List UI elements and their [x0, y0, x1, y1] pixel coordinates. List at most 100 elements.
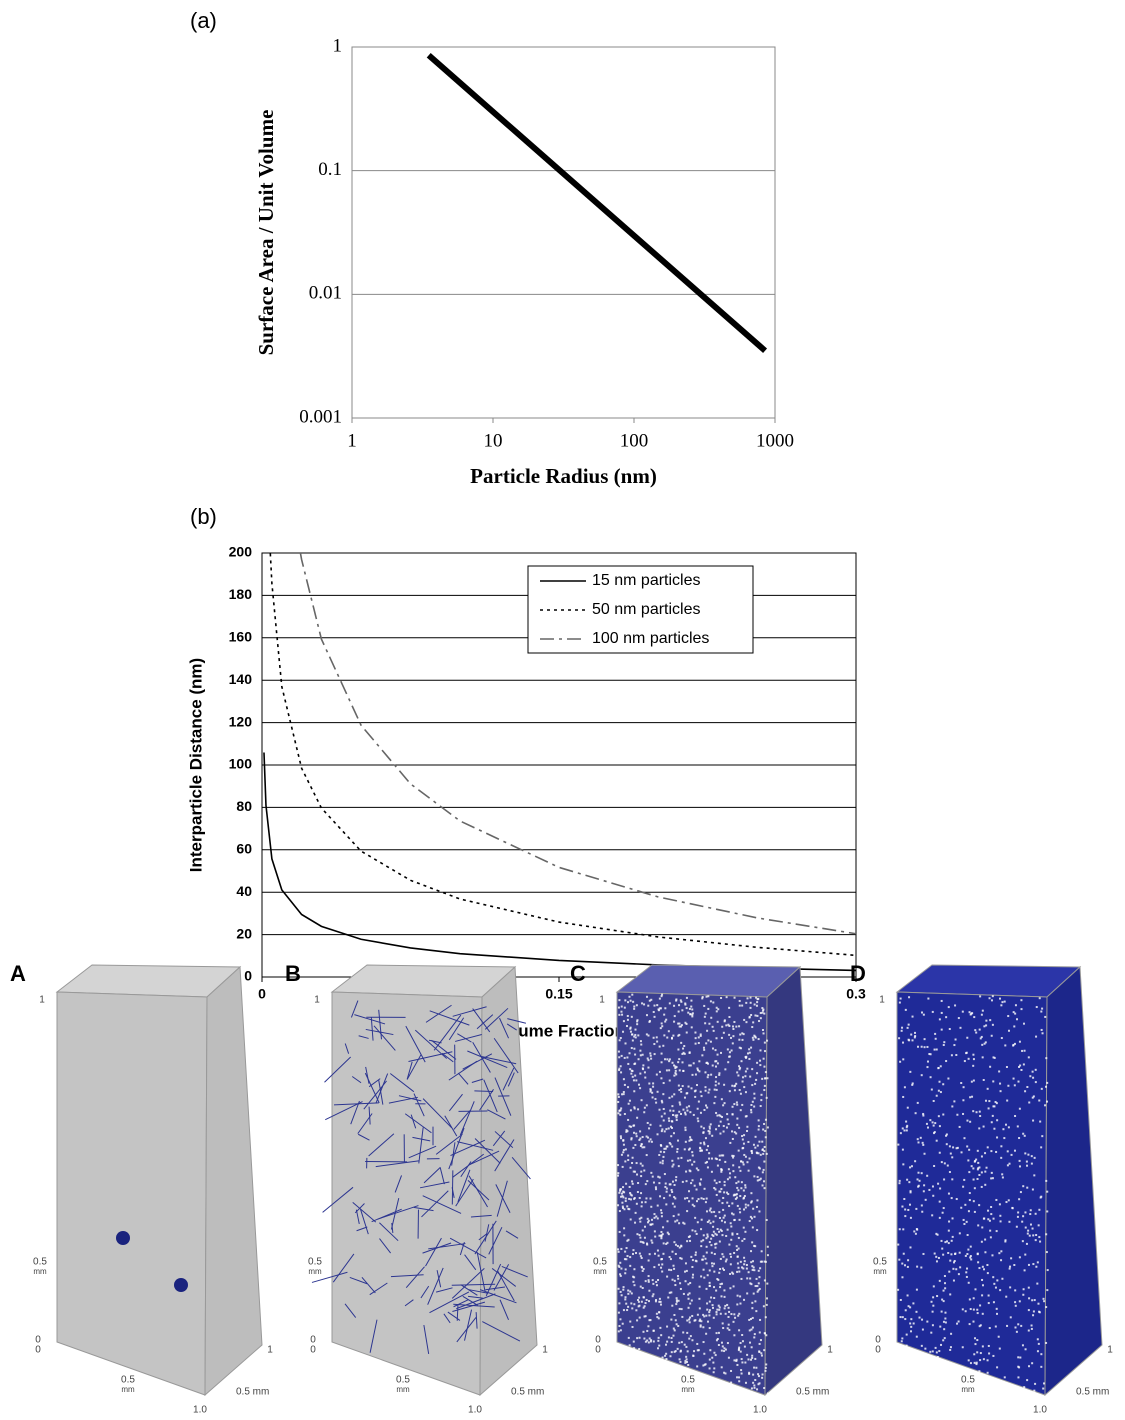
speck: [763, 1089, 766, 1092]
speck: [632, 1170, 635, 1173]
speck: [1031, 1096, 1034, 1099]
speck: [707, 1130, 710, 1133]
axis-label: mm: [681, 1385, 695, 1394]
speck: [670, 1337, 673, 1340]
speck: [651, 1091, 654, 1094]
speck: [1045, 1179, 1048, 1182]
speck: [674, 1114, 677, 1117]
speck: [640, 1205, 643, 1208]
speck: [660, 1130, 663, 1133]
speck: [699, 1318, 702, 1321]
speck: [747, 1140, 750, 1143]
speck: [675, 1303, 678, 1306]
speck: [1021, 1240, 1024, 1243]
speck: [968, 1298, 971, 1301]
axis-label: 0: [875, 1335, 881, 1346]
speck: [764, 1369, 767, 1372]
fiber: [378, 1009, 382, 1040]
speck: [744, 1184, 747, 1187]
speck: [1014, 1004, 1017, 1007]
speck: [1031, 1070, 1034, 1073]
speck: [684, 1003, 687, 1006]
speck: [619, 1273, 622, 1276]
speck: [660, 1230, 663, 1233]
speck: [708, 1157, 711, 1160]
speck: [617, 1100, 620, 1103]
speck: [712, 1316, 715, 1319]
speck: [763, 1122, 766, 1125]
speck: [1032, 1314, 1035, 1317]
speck: [638, 1252, 641, 1255]
speck: [702, 1364, 705, 1367]
speck: [900, 1340, 903, 1343]
speck: [756, 1199, 759, 1202]
speck: [624, 1268, 627, 1271]
fiber: [478, 1233, 488, 1241]
speck: [954, 1038, 957, 1041]
speck: [761, 1028, 764, 1031]
speck: [730, 1238, 733, 1241]
speck: [1001, 1176, 1004, 1179]
speck: [702, 1234, 705, 1237]
speck: [666, 1275, 669, 1278]
speck: [1044, 1104, 1047, 1107]
speck: [674, 1069, 677, 1072]
speck: [626, 1239, 629, 1242]
fiber: [457, 1072, 469, 1085]
fiber: [506, 1023, 517, 1031]
speck: [666, 1145, 669, 1148]
speck: [735, 1358, 738, 1361]
speck: [643, 1315, 646, 1318]
speck: [728, 1176, 731, 1179]
speck: [622, 1078, 625, 1081]
speck: [705, 1042, 708, 1045]
axis-label: 0.5: [33, 1257, 47, 1268]
speck: [978, 1325, 981, 1328]
speck: [647, 1034, 650, 1037]
speck: [737, 1247, 740, 1250]
speck: [984, 1183, 987, 1186]
speck: [1005, 1201, 1008, 1204]
speck: [694, 1073, 697, 1076]
speck: [977, 1224, 980, 1227]
speck: [680, 1024, 683, 1027]
speck: [740, 1369, 743, 1372]
speck: [715, 1313, 718, 1316]
speck: [706, 1166, 709, 1169]
speck: [720, 996, 723, 999]
speck: [688, 1105, 691, 1108]
axis-label: 1: [314, 995, 320, 1006]
speck: [953, 1100, 956, 1103]
speck: [716, 1308, 719, 1311]
speck: [645, 995, 648, 998]
speck: [619, 1261, 622, 1264]
speck: [703, 1048, 706, 1051]
speck: [750, 1046, 753, 1049]
speck: [977, 1167, 980, 1170]
speck: [953, 1259, 956, 1262]
speck: [925, 1122, 928, 1125]
speck: [982, 1078, 985, 1081]
speck: [723, 1083, 726, 1086]
speck: [974, 1029, 977, 1032]
speck: [644, 1280, 647, 1283]
fiber: [457, 1169, 471, 1203]
speck: [915, 1288, 918, 1291]
speck: [1007, 1084, 1010, 1087]
speck: [942, 1300, 945, 1303]
speck: [1006, 1324, 1009, 1327]
speck: [661, 1162, 664, 1165]
fiber: [371, 1208, 402, 1223]
speck: [1046, 1210, 1049, 1213]
speck: [972, 1079, 975, 1082]
speck: [697, 1169, 700, 1172]
speck: [999, 1090, 1002, 1093]
speck: [657, 1254, 660, 1257]
speck: [944, 1287, 947, 1290]
speck: [637, 1058, 640, 1061]
speck: [1022, 1185, 1025, 1188]
speck: [686, 1197, 689, 1200]
speck: [1043, 1300, 1046, 1303]
speck: [744, 1186, 747, 1189]
speck: [680, 1090, 683, 1093]
